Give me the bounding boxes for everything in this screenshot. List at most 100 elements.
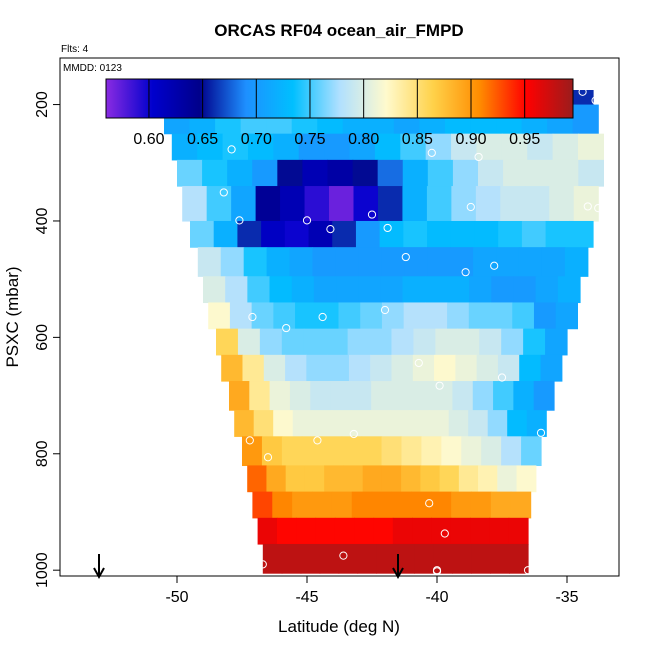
heatmap-cell	[242, 436, 263, 467]
heatmap-cell	[369, 328, 393, 356]
heatmap-cell	[243, 247, 268, 277]
heatmap-cell	[263, 354, 286, 382]
heatmap-cell	[549, 186, 575, 222]
heatmap-cell	[513, 276, 537, 304]
heatmap-cell	[381, 436, 403, 467]
heatmap-cell	[490, 491, 512, 519]
heatmap-cell	[343, 465, 364, 493]
heatmap-cell	[249, 381, 271, 411]
heatmap-cell	[414, 543, 434, 574]
heatmap-cell	[336, 276, 359, 304]
flight-arrows	[93, 554, 404, 580]
heatmap-cell	[334, 517, 355, 545]
heatmap-cell	[476, 354, 499, 382]
heatmap-cell	[237, 220, 262, 248]
heatmap-cell	[421, 436, 442, 467]
heatmap-cell	[381, 302, 405, 330]
heatmap-cell	[412, 517, 433, 545]
heatmap-cell	[347, 328, 371, 356]
heatmap-cell	[242, 354, 265, 382]
colorbar-tick-label: 0.95	[509, 131, 540, 148]
heatmap-cell	[289, 381, 311, 411]
colorbar-tick-label: 0.60	[133, 131, 164, 148]
heatmap-cell	[257, 517, 278, 545]
heatmap-cell	[439, 465, 460, 493]
heatmap-cell	[481, 436, 502, 467]
heatmap-cell	[516, 465, 537, 493]
heatmap-cell	[197, 247, 222, 277]
heatmap-cell	[262, 543, 283, 574]
colorbar-frame	[105, 78, 574, 119]
heatmap-cell	[441, 436, 462, 467]
heatmap-cell	[304, 186, 330, 222]
heatmap-cell	[474, 220, 499, 248]
heatmap-cell	[277, 159, 304, 187]
heatmap-cell	[431, 491, 452, 519]
y-tick-label: 200	[34, 91, 51, 118]
heatmap-cell	[331, 410, 352, 437]
heatmap-cell	[469, 276, 492, 304]
heatmap-cell	[501, 133, 528, 161]
heatmap-cell	[221, 354, 244, 382]
observation-point	[578, 87, 587, 96]
heatmap-cell	[521, 436, 542, 467]
heatmap-cell	[501, 436, 522, 467]
heatmap-cell	[402, 159, 429, 187]
heatmap-cell	[411, 381, 433, 411]
heatmap-cell	[491, 276, 515, 304]
heatmap-cell	[335, 247, 359, 277]
observation-point	[318, 312, 327, 322]
heatmap-cell	[247, 276, 271, 304]
heatmap-cell	[341, 436, 363, 467]
heatmap-cell	[411, 491, 432, 519]
heatmap-cell	[450, 220, 476, 248]
heatmap-cell	[261, 220, 286, 248]
heatmap-cell	[302, 159, 329, 187]
heatmap-cell	[500, 186, 526, 222]
heatmap-cell	[371, 491, 393, 519]
heatmap-cell	[285, 465, 306, 493]
heatmap-cell	[276, 517, 297, 545]
heatmap-cell	[177, 159, 203, 187]
heatmap-cell	[355, 220, 381, 248]
heatmap-cell	[295, 302, 318, 330]
heatmap-cell	[541, 247, 566, 277]
heatmap-cell	[357, 543, 378, 574]
heatmap-cell	[229, 381, 250, 411]
observation-point	[591, 96, 600, 105]
heatmap	[151, 90, 604, 574]
heatmap-cell	[391, 491, 412, 519]
colorbar: 0.60 0.65 0.70 0.75 0.80 0.85 0.90 0.95	[105, 78, 574, 148]
heatmap-cell	[427, 247, 451, 277]
heatmap-cell	[351, 491, 373, 519]
heatmap-cell	[509, 543, 529, 574]
heatmap-cell	[573, 186, 599, 222]
heatmap-cell	[303, 328, 327, 356]
heatmap-cell	[391, 354, 414, 382]
observation-point	[227, 145, 236, 154]
observation-point	[326, 225, 335, 234]
heatmap-cell	[489, 517, 510, 545]
heatmap-cell	[272, 491, 293, 519]
heatmap-cell	[374, 133, 401, 161]
heatmap-cell	[578, 159, 604, 187]
heatmap-cell	[452, 159, 479, 187]
heatmap-cell	[332, 220, 357, 248]
heatmap-cell	[252, 159, 278, 187]
heatmap-cell	[266, 465, 287, 493]
heatmap-cell	[455, 354, 478, 382]
heatmap-cell	[304, 465, 325, 493]
heatmap-cell	[327, 354, 350, 382]
heatmap-cell	[409, 410, 430, 437]
heatmap-cell	[376, 543, 396, 574]
heatmap-cell	[281, 436, 303, 467]
y-tick-label: 1000	[34, 552, 51, 588]
heatmap-cell	[255, 186, 281, 222]
y-axis: 200 400 600 800 1000	[34, 91, 60, 588]
heatmap-cell	[321, 436, 343, 467]
heatmap-cell	[447, 302, 470, 330]
heatmap-cell	[292, 410, 313, 437]
observation-point	[440, 529, 449, 538]
observation-point	[529, 523, 538, 532]
observation-point	[435, 381, 444, 390]
